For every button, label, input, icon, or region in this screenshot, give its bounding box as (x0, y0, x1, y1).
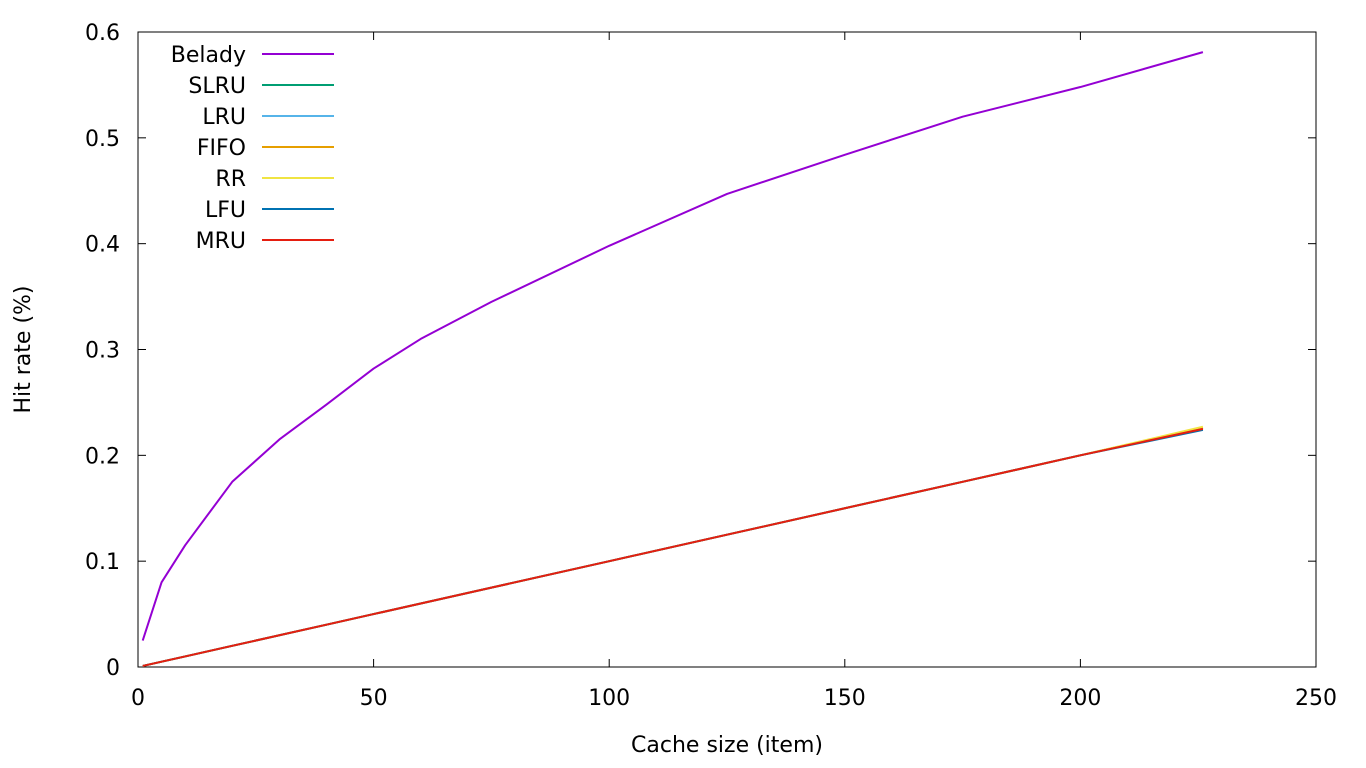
series-line-belady (141, 51, 1204, 641)
x-tick-label: 100 (588, 686, 630, 711)
legend-label-lfu: LFU (205, 198, 246, 223)
y-axis-label: Hit rate (%) (11, 285, 36, 413)
plot-border (137, 31, 1317, 668)
legend-label-belady: Belady (171, 43, 246, 68)
y-tick-label: 0.5 (85, 127, 120, 152)
legend-label-slru: SLRU (188, 74, 246, 99)
legend-label-lru: LRU (202, 105, 246, 130)
legend-label-rr: RR (215, 167, 246, 192)
legend-label-fifo: FIFO (197, 136, 246, 161)
x-tick-label: 150 (824, 686, 866, 711)
y-tick-label: 0.4 (85, 233, 120, 258)
legend: Belady SLRU LRU FIFO RR LFU MRU (171, 43, 334, 254)
y-tick-label: 0.1 (85, 550, 120, 575)
y-tick-label: 0.2 (85, 444, 120, 469)
legend-label-mru: MRU (196, 229, 246, 254)
x-tick-label: 50 (360, 686, 388, 711)
x-tick-label: 0 (131, 686, 145, 711)
x-tick-label: 250 (1295, 686, 1337, 711)
series-line-mru (142, 427, 1204, 667)
y-tick-label: 0.6 (85, 21, 120, 46)
x-tick-label: 200 (1059, 686, 1101, 711)
axis-ticks: 0 50 100 150 200 250 0 0.1 0.2 0.3 0.4 0.5 0.6 (85, 21, 1337, 711)
x-axis-label: Cache size (item) (631, 733, 823, 758)
y-tick-label: 0.3 (85, 339, 120, 364)
y-tick-label: 0 (106, 656, 120, 681)
series-lines (141, 51, 1204, 667)
plot-frame (137, 31, 1317, 668)
